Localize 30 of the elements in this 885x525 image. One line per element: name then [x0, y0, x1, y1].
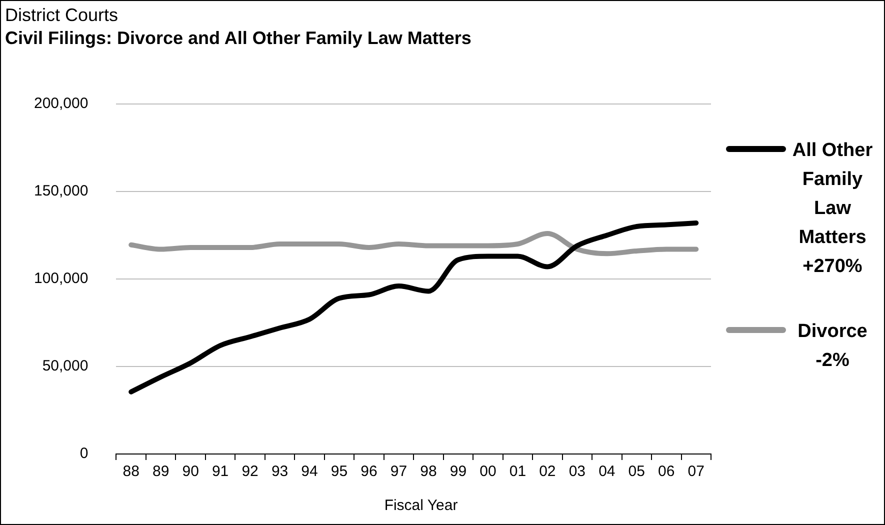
- y-tick-label: 200,000: [34, 95, 88, 112]
- x-tick-label: 01: [509, 463, 526, 480]
- y-tick-label: 150,000: [34, 182, 88, 200]
- chart-subtitle: District Courts: [5, 5, 118, 26]
- chart-title: Civil Filings: Divorce and All Other Family Law Matters: [5, 28, 472, 49]
- x-tick-label: 02: [539, 463, 556, 480]
- x-tick-label: 98: [420, 463, 437, 480]
- x-tick-label: 96: [360, 463, 378, 480]
- x-tick-label: 04: [598, 463, 616, 480]
- x-axis-title: Fiscal Year: [383, 497, 459, 514]
- x-tick-label: 06: [658, 463, 675, 480]
- legend-label: Divorce -2%: [796, 320, 868, 373]
- y-tick-label: 50,000: [42, 358, 88, 375]
- x-tick-label: 93: [271, 463, 288, 480]
- x-tick-label: 94: [301, 463, 318, 480]
- x-tick-label: 95: [330, 463, 348, 480]
- x-tick-label: 90: [182, 463, 199, 480]
- x-tick-label: 07: [688, 463, 704, 480]
- x-tick-label: 88: [122, 463, 140, 480]
- x-tick-label: 92: [242, 463, 258, 480]
- x-tick-label: 99: [450, 463, 467, 480]
- y-tick-label: 100,000: [34, 270, 88, 288]
- x-tick-label: 05: [628, 463, 645, 480]
- legend-label: All Other Family Law Matters +270%: [791, 139, 874, 279]
- x-tick-label: 03: [568, 463, 586, 480]
- y-tick-label: 0: [80, 445, 88, 462]
- x-tick-label: 97: [390, 463, 408, 480]
- x-tick-label: 91: [212, 463, 229, 480]
- x-tick-label: 00: [480, 463, 496, 480]
- x-tick-label: 89: [152, 463, 170, 480]
